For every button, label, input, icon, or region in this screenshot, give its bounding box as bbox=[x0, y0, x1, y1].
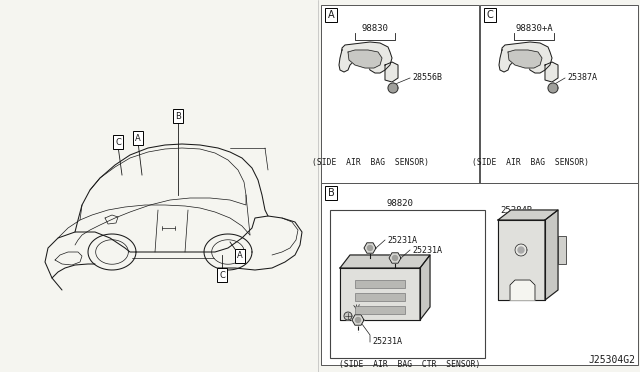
Text: 98830+A: 98830+A bbox=[515, 23, 553, 32]
Bar bbox=[355, 293, 405, 301]
Polygon shape bbox=[545, 210, 558, 300]
Text: (SIDE  AIR  BAG  SENSOR): (SIDE AIR BAG SENSOR) bbox=[312, 157, 429, 167]
Text: (SIDE  AIR  BAG  CTR  SENSOR): (SIDE AIR BAG CTR SENSOR) bbox=[339, 360, 481, 369]
Polygon shape bbox=[367, 246, 372, 250]
Text: 28556B: 28556B bbox=[412, 73, 442, 81]
Polygon shape bbox=[392, 256, 397, 260]
Text: (SIDE  AIR  BAG  SENSOR): (SIDE AIR BAG SENSOR) bbox=[472, 157, 589, 167]
Text: C: C bbox=[219, 270, 225, 279]
Text: 25231A: 25231A bbox=[387, 235, 417, 244]
Bar bbox=[558, 236, 566, 264]
Text: C: C bbox=[486, 10, 493, 20]
Bar bbox=[330, 210, 485, 358]
Bar bbox=[355, 306, 405, 314]
Bar bbox=[355, 280, 405, 288]
Text: C: C bbox=[115, 138, 121, 147]
Text: J25304G2: J25304G2 bbox=[588, 355, 635, 365]
Polygon shape bbox=[364, 243, 376, 253]
Bar bbox=[480, 5, 638, 183]
Polygon shape bbox=[355, 318, 360, 323]
Text: B: B bbox=[175, 112, 181, 121]
Polygon shape bbox=[548, 83, 558, 93]
Polygon shape bbox=[498, 210, 558, 220]
Polygon shape bbox=[498, 220, 545, 300]
Text: 98820: 98820 bbox=[387, 199, 413, 208]
Text: 25231A: 25231A bbox=[372, 337, 402, 346]
Polygon shape bbox=[510, 280, 535, 300]
Polygon shape bbox=[352, 315, 364, 325]
Polygon shape bbox=[508, 50, 542, 68]
Text: 25231A: 25231A bbox=[412, 246, 442, 254]
Text: 25384R: 25384R bbox=[500, 205, 532, 215]
Polygon shape bbox=[499, 42, 552, 73]
Bar bbox=[321, 183, 638, 365]
Polygon shape bbox=[344, 312, 352, 320]
Text: B: B bbox=[328, 188, 334, 198]
Bar bbox=[321, 5, 479, 183]
Polygon shape bbox=[518, 247, 524, 253]
Text: 98830: 98830 bbox=[362, 23, 388, 32]
Polygon shape bbox=[545, 62, 558, 82]
Text: 25387A: 25387A bbox=[567, 73, 597, 81]
Polygon shape bbox=[515, 244, 527, 256]
Text: A: A bbox=[237, 251, 243, 260]
Polygon shape bbox=[348, 50, 382, 68]
Text: A: A bbox=[328, 10, 334, 20]
Polygon shape bbox=[385, 62, 398, 82]
Polygon shape bbox=[420, 255, 430, 320]
Text: A: A bbox=[135, 134, 141, 142]
Polygon shape bbox=[389, 253, 401, 263]
Polygon shape bbox=[388, 83, 398, 93]
Polygon shape bbox=[340, 255, 430, 268]
Polygon shape bbox=[340, 268, 420, 320]
Polygon shape bbox=[339, 42, 392, 73]
